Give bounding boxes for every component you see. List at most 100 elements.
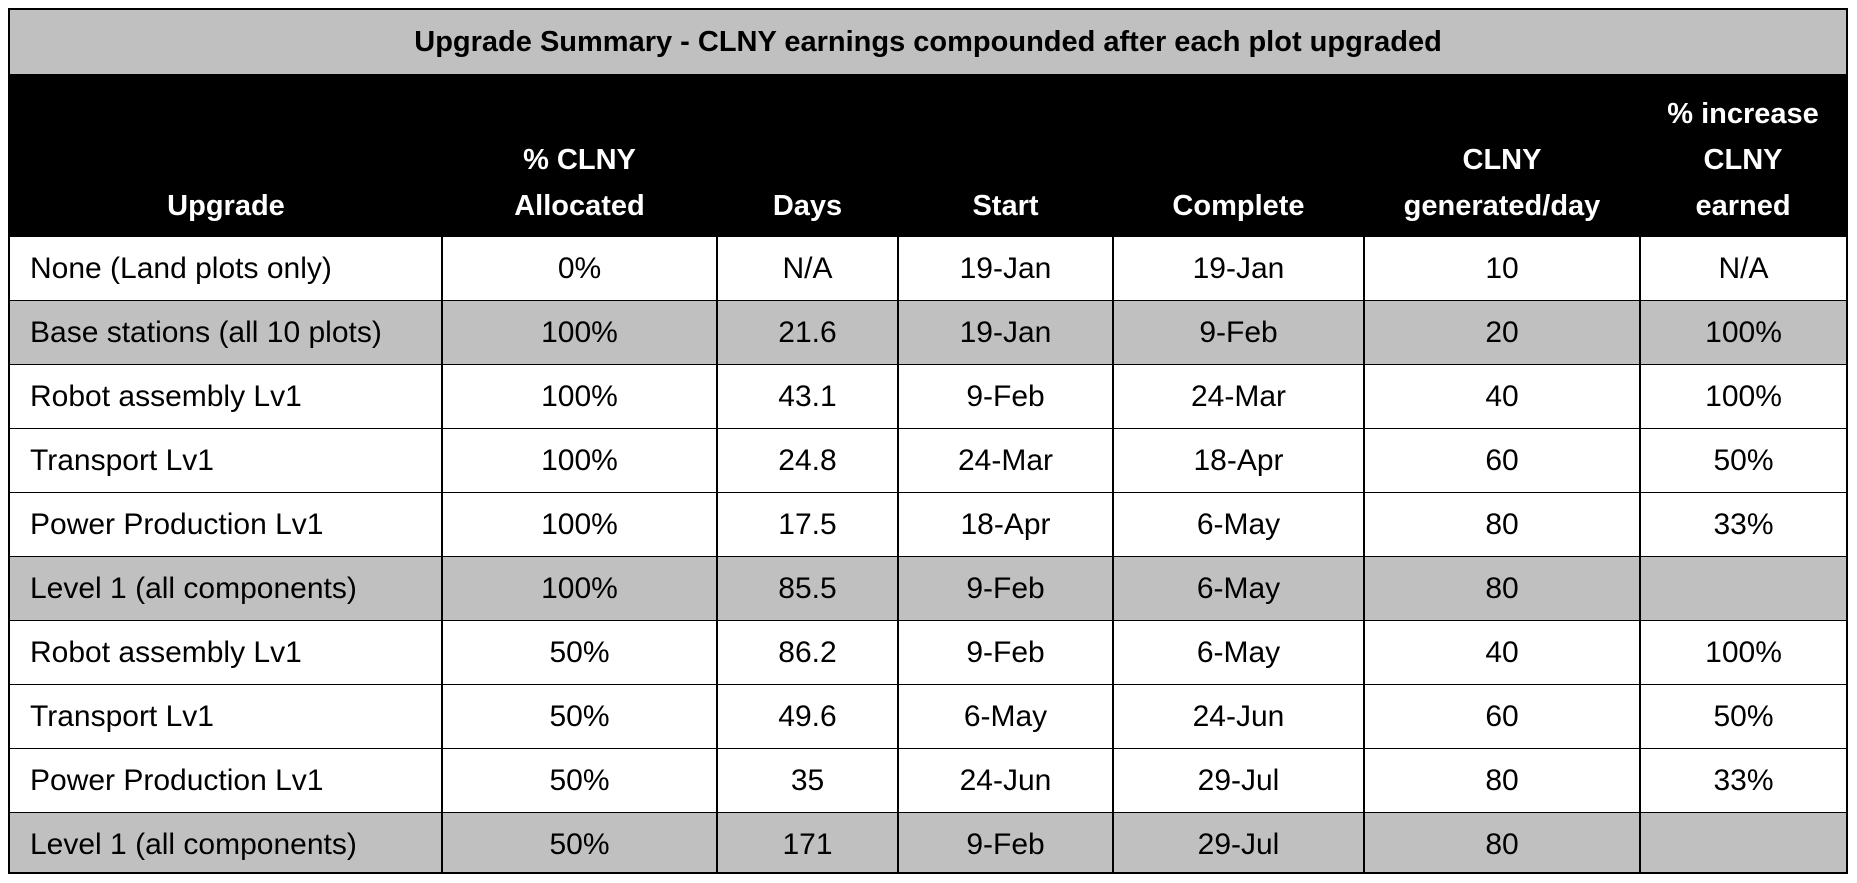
table-row: Transport Lv1 50% 49.6 6-May 24-Jun 60 5…: [10, 684, 1846, 749]
cell-upgrade: Power Production Lv1: [10, 748, 443, 813]
header-line: Upgrade: [167, 190, 285, 222]
cell-increase: 100%: [1640, 364, 1846, 429]
table-row-shaded: Level 1 (all components) 50% 171 9-Feb 2…: [10, 812, 1846, 872]
cell-upgrade: Transport Lv1: [10, 428, 443, 493]
upgrade-summary-sheet: Upgrade Summary - CLNY earnings compound…: [8, 8, 1848, 874]
cell-complete: 18-Apr: [1113, 428, 1365, 493]
cell-complete: 24-Mar: [1113, 364, 1365, 429]
cell-complete: 24-Jun: [1113, 684, 1365, 749]
cell-generated: 40: [1364, 620, 1641, 685]
cell-start: 9-Feb: [898, 620, 1114, 685]
header-days: Days: [717, 75, 898, 237]
table-row: None (Land plots only) 0% N/A 19-Jan 19-…: [10, 237, 1846, 301]
cell-upgrade: Level 1 (all components): [10, 556, 443, 621]
cell-complete: 19-Jan: [1113, 237, 1365, 301]
cell-complete: 6-May: [1113, 620, 1365, 685]
cell-days: 17.5: [717, 492, 899, 557]
header-line: % increase: [1667, 98, 1819, 130]
cell-generated: 80: [1364, 492, 1641, 557]
header-clny-per-day: CLNY generated/day: [1364, 75, 1640, 237]
header-complete: Complete: [1113, 75, 1364, 237]
cell-increase: [1640, 556, 1846, 621]
cell-generated: 80: [1364, 812, 1641, 872]
cell-upgrade: None (Land plots only): [10, 237, 443, 301]
cell-allocated: 50%: [442, 748, 718, 813]
cell-start: 18-Apr: [898, 492, 1114, 557]
cell-upgrade: Power Production Lv1: [10, 492, 443, 557]
cell-allocated: 100%: [442, 364, 718, 429]
cell-complete: 29-Jul: [1113, 748, 1365, 813]
cell-allocated: 50%: [442, 620, 718, 685]
header-row: Upgrade % CLNY Allocated Days Start Compl…: [10, 75, 1846, 237]
table-title: Upgrade Summary - CLNY earnings compound…: [10, 10, 1846, 76]
cell-days: 85.5: [717, 556, 899, 621]
cell-complete: 9-Feb: [1113, 300, 1365, 365]
cell-generated: 60: [1364, 428, 1641, 493]
cell-generated: 40: [1364, 364, 1641, 429]
cell-allocated: 100%: [442, 556, 718, 621]
cell-start: 19-Jan: [898, 300, 1114, 365]
table-row: Power Production Lv1 50% 35 24-Jun 29-Ju…: [10, 748, 1846, 813]
cell-increase: 50%: [1640, 684, 1846, 749]
cell-days: 43.1: [717, 364, 899, 429]
table-row-shaded: Base stations (all 10 plots) 100% 21.6 1…: [10, 300, 1846, 365]
title-row: Upgrade Summary - CLNY earnings compound…: [10, 10, 1846, 76]
cell-start: 9-Feb: [898, 364, 1114, 429]
cell-allocated: 100%: [442, 300, 718, 365]
cell-start: 24-Jun: [898, 748, 1114, 813]
cell-increase: 33%: [1640, 748, 1846, 813]
header-line: earned: [1695, 190, 1791, 222]
header-line: CLNY: [1703, 144, 1783, 176]
cell-allocated: 50%: [442, 812, 718, 872]
table-row-shaded: Level 1 (all components) 100% 85.5 9-Feb…: [10, 556, 1846, 621]
cell-days: 86.2: [717, 620, 899, 685]
cell-increase: 100%: [1640, 620, 1846, 685]
cell-upgrade: Transport Lv1: [10, 684, 443, 749]
cell-allocated: 50%: [442, 684, 718, 749]
header-line: CLNY: [1462, 144, 1542, 176]
header-increase-earned: % increase CLNY earned: [1640, 75, 1846, 237]
cell-start: 24-Mar: [898, 428, 1114, 493]
cell-allocated: 100%: [442, 428, 718, 493]
header-line: Days: [772, 190, 843, 222]
cell-increase: [1640, 812, 1846, 872]
cell-upgrade: Base stations (all 10 plots): [10, 300, 443, 365]
cell-generated: 20: [1364, 300, 1641, 365]
cell-start: 6-May: [898, 684, 1114, 749]
header-start: Start: [898, 75, 1113, 237]
header-line: Complete: [1172, 190, 1305, 222]
cell-generated: 60: [1364, 684, 1641, 749]
table-row: Robot assembly Lv1 100% 43.1 9-Feb 24-Ma…: [10, 364, 1846, 429]
cell-start: 9-Feb: [898, 556, 1114, 621]
cell-days: 35: [717, 748, 899, 813]
header-line: Allocated: [514, 190, 645, 222]
cell-complete: 6-May: [1113, 556, 1365, 621]
cell-start: 9-Feb: [898, 812, 1114, 872]
cell-upgrade: Level 1 (all components): [10, 812, 443, 872]
cell-increase: 100%: [1640, 300, 1846, 365]
cell-complete: 29-Jul: [1113, 812, 1365, 872]
cell-upgrade: Robot assembly Lv1: [10, 364, 443, 429]
cell-upgrade: Robot assembly Lv1: [10, 620, 443, 685]
cell-generated: 10: [1364, 237, 1641, 301]
header-line: Start: [972, 190, 1039, 222]
cell-days: 21.6: [717, 300, 899, 365]
cell-allocated: 100%: [442, 492, 718, 557]
table-row: Transport Lv1 100% 24.8 24-Mar 18-Apr 60…: [10, 428, 1846, 493]
table-body: None (Land plots only) 0% N/A 19-Jan 19-…: [10, 237, 1846, 872]
upgrade-summary-table: Upgrade Summary - CLNY earnings compound…: [10, 10, 1846, 872]
cell-days: 49.6: [717, 684, 899, 749]
header-upgrade: Upgrade: [10, 75, 442, 237]
table-row: Power Production Lv1 100% 17.5 18-Apr 6-…: [10, 492, 1846, 557]
cell-days: 171: [717, 812, 899, 872]
cell-complete: 6-May: [1113, 492, 1365, 557]
cell-days: 24.8: [717, 428, 899, 493]
cell-allocated: 0%: [442, 237, 718, 301]
cell-days: N/A: [717, 237, 899, 301]
cell-start: 19-Jan: [898, 237, 1114, 301]
cell-increase: 50%: [1640, 428, 1846, 493]
cell-increase: 33%: [1640, 492, 1846, 557]
table-row: Robot assembly Lv1 50% 86.2 9-Feb 6-May …: [10, 620, 1846, 685]
header-line: generated/day: [1403, 190, 1601, 222]
cell-generated: 80: [1364, 748, 1641, 813]
